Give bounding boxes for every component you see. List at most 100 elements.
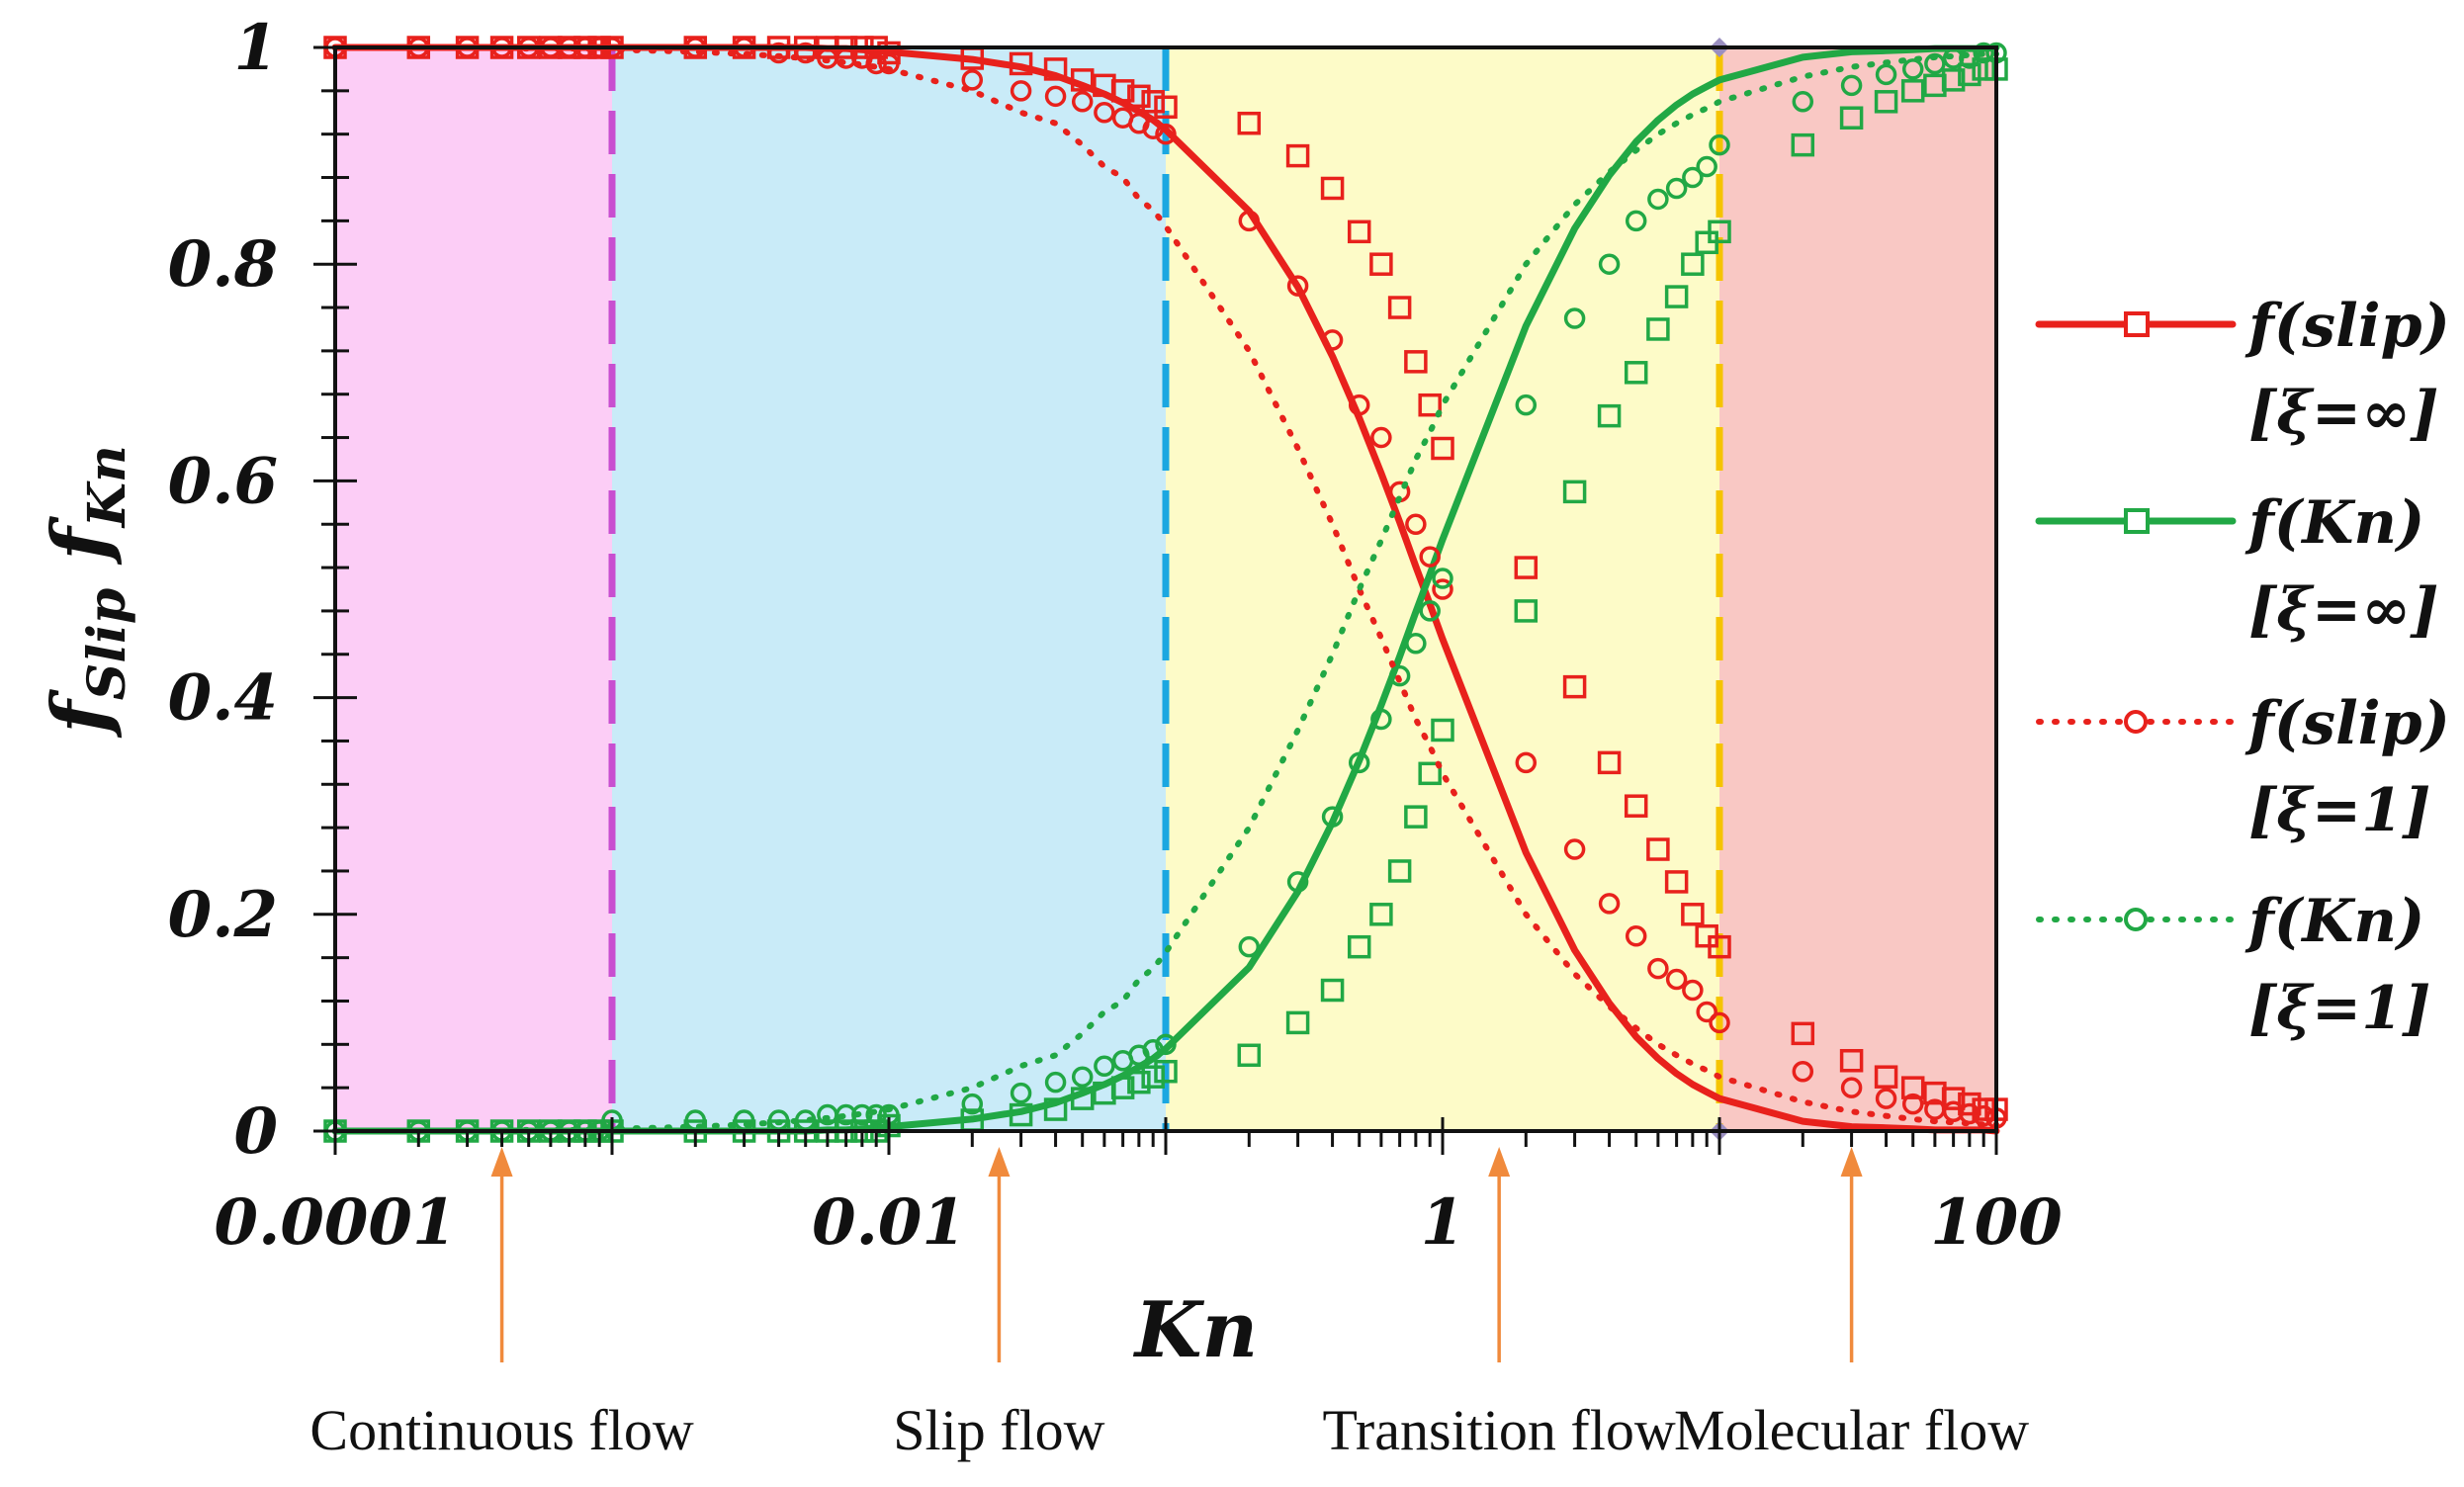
annotation-slip-flow: Slip flow bbox=[893, 1147, 1105, 1462]
data-point bbox=[1562, 674, 1587, 699]
x-tick-label: 0.01 bbox=[812, 1185, 966, 1260]
data-point bbox=[1563, 838, 1586, 860]
legend-swatch-marker bbox=[2124, 508, 2150, 534]
data-point bbox=[1387, 859, 1412, 883]
data-point bbox=[1665, 177, 1688, 200]
data-point bbox=[1321, 329, 1344, 351]
data-point bbox=[1418, 393, 1442, 417]
y-axis-title-sub-kn: Kn bbox=[77, 445, 137, 529]
data-point bbox=[1791, 132, 1815, 157]
data-point bbox=[865, 52, 887, 75]
x-tick-label: 100 bbox=[1930, 1185, 2063, 1260]
data-point bbox=[1709, 133, 1730, 156]
data-point bbox=[1110, 79, 1135, 103]
data-point bbox=[1664, 285, 1689, 308]
data-point bbox=[1708, 219, 1731, 244]
legend-entry-f-kn-1: f(Kn) [ξ=1] bbox=[2036, 887, 2430, 1043]
annotation-label: Transition flow bbox=[1323, 1398, 1676, 1462]
data-point bbox=[1404, 350, 1428, 374]
legend-label-param: [ξ=1] bbox=[2248, 776, 2430, 845]
data-point bbox=[1419, 600, 1441, 622]
data-point bbox=[961, 69, 984, 91]
data-point bbox=[1646, 837, 1670, 861]
x-axis-title: Kn bbox=[1133, 1285, 1259, 1375]
data-point bbox=[877, 41, 901, 65]
y-tick-label: 1 bbox=[233, 11, 278, 85]
data-point bbox=[1959, 1102, 1980, 1125]
data-point bbox=[1127, 84, 1151, 109]
data-point bbox=[1320, 176, 1345, 201]
data-point bbox=[1839, 106, 1864, 130]
legend-label-param: [ξ=∞] bbox=[2248, 575, 2439, 645]
data-point bbox=[1647, 188, 1669, 211]
data-point bbox=[1070, 1087, 1095, 1110]
data-point bbox=[1840, 74, 1863, 97]
data-point bbox=[1154, 95, 1178, 120]
data-point bbox=[1563, 307, 1586, 329]
data-point bbox=[1924, 52, 1946, 75]
data-point bbox=[1347, 219, 1371, 244]
annotation-molecular-flow: Molecular flow bbox=[1674, 1147, 2029, 1462]
data-point bbox=[1900, 79, 1925, 103]
data-point bbox=[1708, 934, 1731, 959]
data-point bbox=[1514, 556, 1539, 579]
data-point bbox=[1010, 1082, 1032, 1104]
axis-ticks bbox=[313, 45, 1998, 1155]
data-point bbox=[1941, 1087, 1966, 1110]
data-point bbox=[961, 1093, 984, 1115]
data-point bbox=[1418, 761, 1442, 786]
data-point bbox=[1696, 1001, 1717, 1023]
legend-swatch-marker bbox=[2124, 710, 2148, 734]
data-point bbox=[1009, 51, 1033, 76]
y-axis-title: fSlipfKn bbox=[36, 445, 137, 739]
data-point bbox=[1009, 1102, 1033, 1127]
annotation-continuous-flow: Continuous flow bbox=[309, 1147, 694, 1462]
data-point bbox=[1347, 934, 1371, 959]
data-point bbox=[851, 1103, 873, 1126]
legend-label-name: f(Kn) bbox=[2244, 887, 2424, 956]
data-point bbox=[1286, 275, 1309, 297]
data-point bbox=[1625, 210, 1647, 232]
annotation-transition-flow: Transition flow bbox=[1323, 1147, 1676, 1462]
data-point bbox=[1696, 155, 1717, 178]
data-point bbox=[1348, 394, 1370, 416]
data-point bbox=[1514, 599, 1539, 623]
data-point bbox=[1321, 806, 1344, 828]
data-point bbox=[1874, 1065, 1898, 1089]
data-point bbox=[1238, 935, 1261, 958]
data-point bbox=[1431, 718, 1454, 743]
data-point bbox=[878, 52, 900, 75]
legend-swatch-marker bbox=[2124, 908, 2148, 931]
data-point bbox=[1370, 426, 1392, 449]
data-point bbox=[1155, 123, 1177, 145]
data-point bbox=[1664, 870, 1689, 894]
data-point bbox=[1681, 252, 1705, 276]
data-point bbox=[1142, 1039, 1164, 1061]
y-tick-label: 0 bbox=[233, 1094, 278, 1169]
data-point bbox=[767, 42, 790, 64]
data-point bbox=[1154, 1059, 1178, 1084]
data-point bbox=[1369, 252, 1393, 276]
data-point bbox=[1387, 296, 1412, 319]
data-point bbox=[1682, 979, 1704, 1002]
data-point bbox=[1432, 578, 1453, 600]
legend-label-name: f(slip) bbox=[2244, 292, 2450, 361]
series-line bbox=[332, 50, 1999, 1134]
y-tick-label: 0.2 bbox=[168, 878, 278, 952]
data-point bbox=[1941, 68, 1966, 92]
legend-entry-f-slip-1: f(slip) [ξ=1] bbox=[2036, 689, 2450, 845]
data-point bbox=[1419, 546, 1441, 568]
data-point bbox=[1682, 166, 1704, 189]
data-point bbox=[1432, 568, 1453, 589]
data-point bbox=[1405, 513, 1427, 535]
data-point bbox=[1792, 91, 1814, 113]
data-point bbox=[1709, 1011, 1730, 1034]
data-point bbox=[1839, 1049, 1864, 1073]
y-axis-title-sub-slip: Slip bbox=[77, 588, 137, 700]
data-point bbox=[1071, 1066, 1094, 1088]
data-point bbox=[1624, 794, 1648, 818]
data-point bbox=[1155, 1033, 1177, 1056]
data-point bbox=[1791, 1021, 1815, 1046]
data-point bbox=[1515, 394, 1538, 416]
